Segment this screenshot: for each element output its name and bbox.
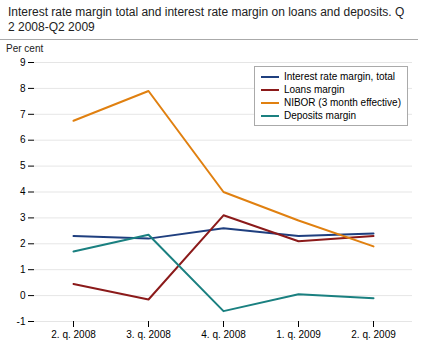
svg-text:7: 7 [20,109,26,120]
svg-text:2. q. 2009: 2. q. 2009 [351,329,396,340]
html-text:NIBOR (3 month effective): NIBOR (3 month effective) [283,97,401,108]
svg-text:3: 3 [20,212,26,223]
svg-text:-1: -1 [17,316,26,327]
svg-text:8: 8 [20,83,26,94]
svg-text:6: 6 [20,134,26,145]
svg-text:9: 9 [20,57,26,68]
svg-text:0: 0 [20,290,26,301]
svg-text:3. q. 2008: 3. q. 2008 [126,329,171,340]
svg-text:2: 2 [20,238,26,249]
html-text:Interest rate margin total and: Interest rate margin total and interest … [8,5,405,34]
svg-text:4: 4 [20,186,26,197]
html-text:Deposits margin: Deposits margin [283,110,357,121]
svg-text:1. q. 2009: 1. q. 2009 [276,329,321,340]
html-text:Interest rate margin, total: Interest rate margin, total [283,71,396,82]
svg-text:4. q. 2008: 4. q. 2008 [201,329,246,340]
svg-text:5: 5 [20,160,26,171]
html-text:Loans margin: Loans margin [283,84,345,95]
svg-text:2. q. 2008: 2. q. 2008 [51,329,96,340]
html-text:Per cent: Per cent [6,43,44,54]
svg-text:1: 1 [20,264,26,275]
